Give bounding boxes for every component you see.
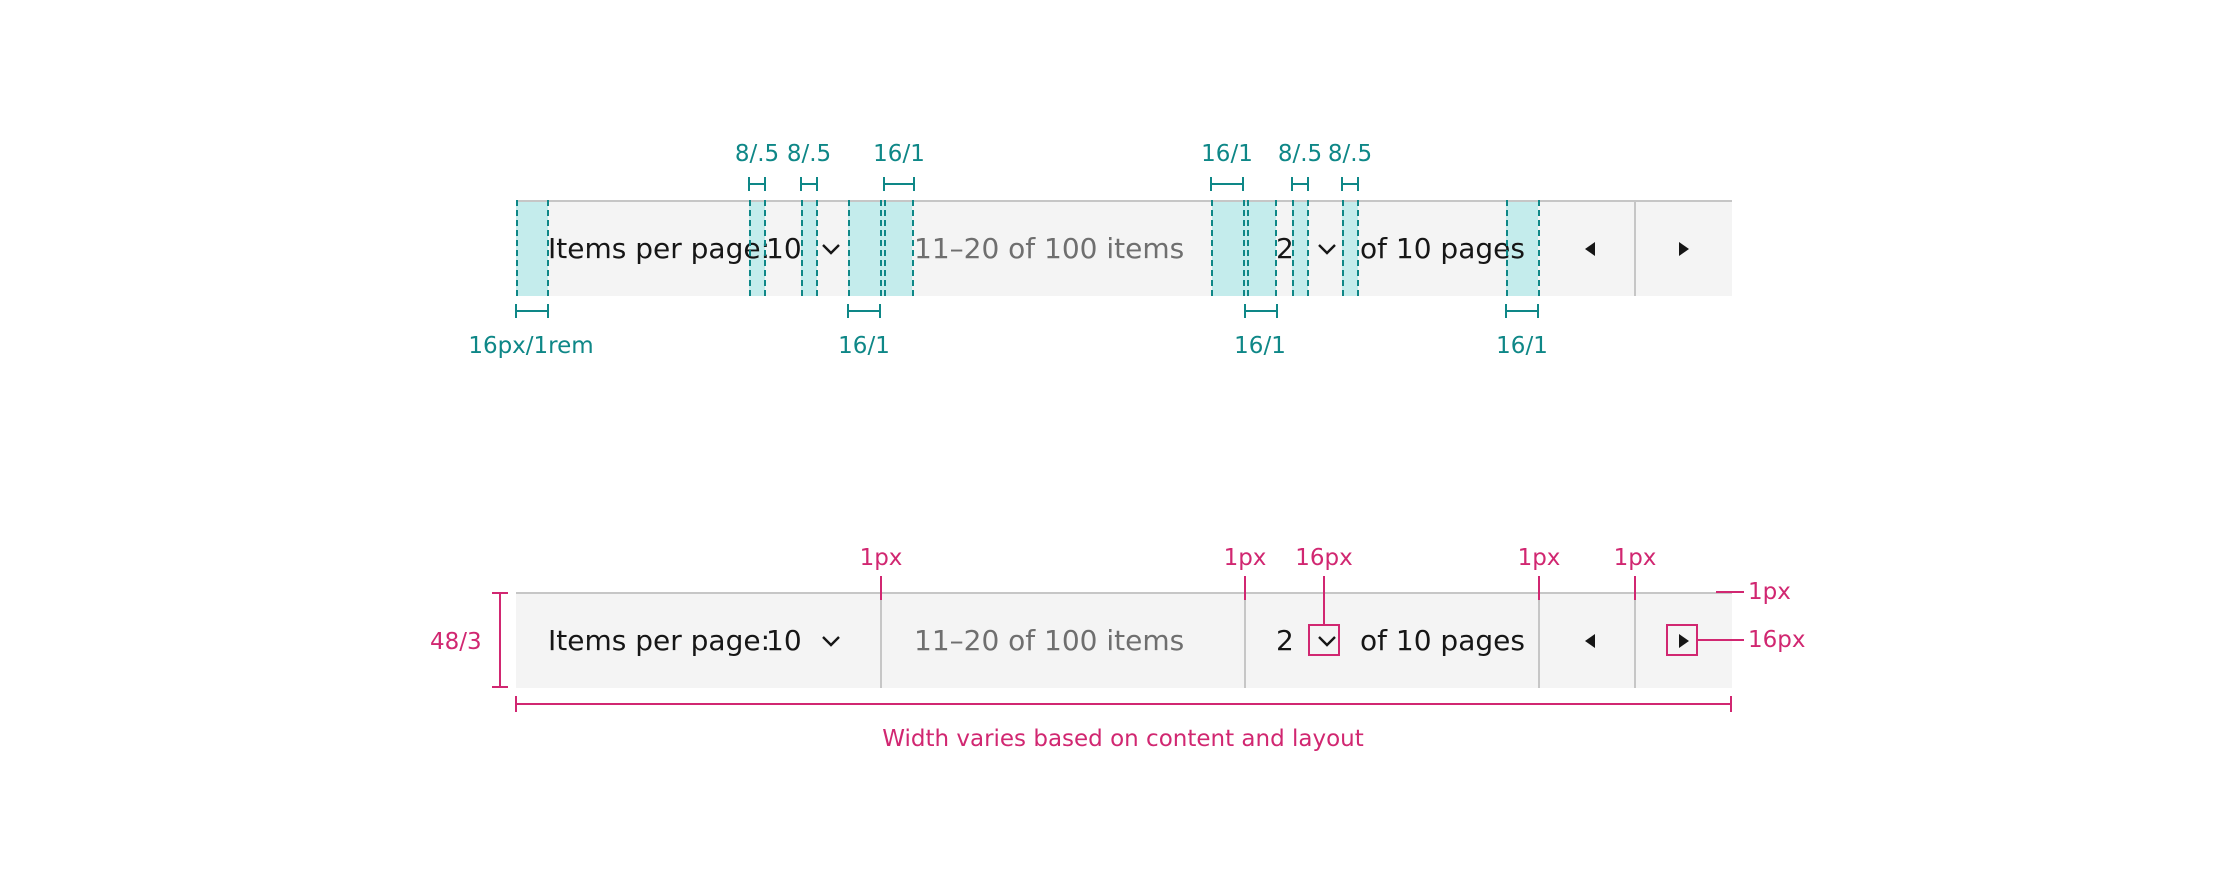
items-per-page-value[interactable]: 10 [766, 624, 802, 657]
spacing-label: 16/1 [1496, 333, 1548, 359]
height-measure-tick [492, 592, 508, 594]
chevron-down-icon[interactable] [819, 237, 843, 261]
items-per-page-label: Items per page: [548, 232, 771, 265]
page-value[interactable]: 2 [1276, 232, 1294, 265]
divider [1244, 594, 1246, 688]
dimension-label: 1px [1223, 545, 1267, 571]
chevron-size-box [1308, 624, 1340, 656]
callout-line [1323, 576, 1325, 624]
guide-line [912, 200, 914, 296]
guide-line [816, 200, 818, 296]
dimension-label: 16px [1295, 545, 1353, 571]
guide-line [1211, 200, 1213, 296]
height-label: 48/3 [430, 629, 482, 655]
caret-left-icon[interactable] [1585, 634, 1595, 648]
spacing-bracket [1291, 177, 1309, 191]
width-measure-tick [1730, 696, 1732, 712]
range-text: 11–20 of 100 items [914, 624, 1185, 657]
callout-line [1698, 639, 1744, 641]
caret-left-icon[interactable] [1585, 242, 1595, 256]
dimension-label: 1px [1517, 545, 1561, 571]
caret-right-icon[interactable] [1679, 242, 1689, 256]
of-pages-text: of 10 pages [1360, 232, 1525, 265]
spacing-bracket [1341, 177, 1359, 191]
spacing-label: 16/1 [1201, 141, 1253, 167]
spacing-label: 16/1 [873, 141, 925, 167]
width-measure-line [516, 703, 1732, 705]
spacing-bracket [748, 177, 766, 191]
divider [1634, 202, 1636, 296]
spacing-bracket [1210, 177, 1244, 191]
width-measure-tick [515, 696, 517, 712]
guide-line [880, 200, 882, 296]
pagination-bar-dimensions: Items per page: 10 11–20 of 100 items 2 … [516, 592, 1732, 688]
chevron-down-icon[interactable] [1315, 629, 1339, 653]
guide-line [749, 200, 751, 296]
spacing-label: 8/.5 [1277, 141, 1323, 167]
divider [1538, 594, 1540, 688]
callout-line [880, 576, 882, 600]
spacing-label: 8/.5 [1327, 141, 1373, 167]
padding-band [749, 202, 765, 296]
spacing-bracket [883, 177, 915, 191]
guide-line [848, 200, 850, 296]
guide-line [764, 200, 766, 296]
spacing-bracket [1244, 304, 1278, 318]
spacing-label: 8/.5 [786, 141, 832, 167]
caret-right-icon[interactable] [1679, 634, 1689, 648]
height-measure-line [499, 592, 501, 688]
page-value[interactable]: 2 [1276, 624, 1294, 657]
spacing-label: 16/1 [838, 333, 890, 359]
range-text: 11–20 of 100 items [914, 232, 1185, 265]
guide-line [801, 200, 803, 296]
guide-line [1307, 200, 1309, 296]
dimension-label: 1px [1613, 545, 1657, 571]
callout-line [1634, 576, 1636, 600]
width-note: Width varies based on content and layout [882, 726, 1364, 752]
guide-line [547, 200, 549, 296]
dimension-label: 16px [1748, 627, 1806, 653]
spacing-label: 8/.5 [734, 141, 780, 167]
guide-line [1342, 200, 1344, 296]
callout-line [1716, 591, 1744, 593]
spacing-bracket [847, 304, 881, 318]
icon-size-box [1666, 624, 1698, 656]
padding-band [801, 202, 817, 296]
dimension-label: 1px [1748, 579, 1791, 605]
callout-line [1538, 576, 1540, 600]
padding-band [516, 202, 548, 296]
padding-band [1506, 202, 1538, 296]
chevron-down-icon[interactable] [819, 629, 843, 653]
padding-band [1342, 202, 1358, 296]
chevron-down-icon[interactable] [1315, 237, 1339, 261]
padding-band [1292, 202, 1308, 296]
guide-line [1292, 200, 1294, 296]
callout-line [1244, 576, 1246, 600]
spacing-bracket [515, 304, 549, 318]
guide-line [1357, 200, 1359, 296]
items-per-page-value[interactable]: 10 [766, 232, 802, 265]
spacing-label: 16/1 [1234, 333, 1286, 359]
guide-line [1275, 200, 1277, 296]
spacing-bracket [1505, 304, 1539, 318]
guide-line [1247, 200, 1249, 296]
divider [880, 594, 882, 688]
spacing-label: 16px/1rem [468, 333, 594, 359]
spacing-bracket [800, 177, 818, 191]
pagination-bar-spacing: Items per page: 10 11–20 of 100 items 2 … [516, 200, 1732, 296]
dimension-label: 1px [859, 545, 903, 571]
guide-line [516, 200, 518, 296]
items-per-page-label: Items per page: [548, 624, 771, 657]
guide-line [1538, 200, 1540, 296]
guide-line [884, 200, 886, 296]
of-pages-text: of 10 pages [1360, 624, 1525, 657]
guide-line [1506, 200, 1508, 296]
divider [1634, 594, 1636, 688]
guide-line [1243, 200, 1245, 296]
height-measure-tick [492, 686, 508, 688]
